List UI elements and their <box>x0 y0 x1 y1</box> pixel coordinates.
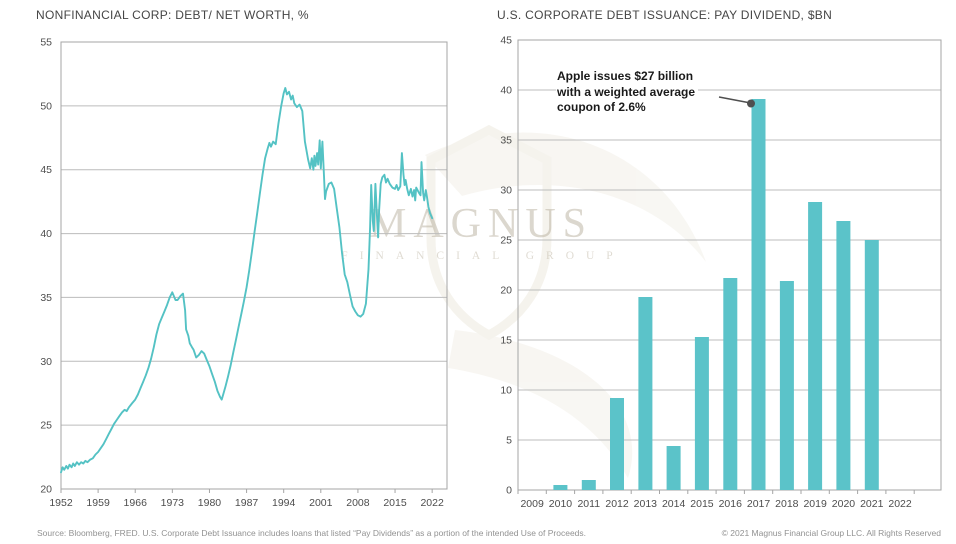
svg-text:1980: 1980 <box>198 497 222 509</box>
svg-text:2012: 2012 <box>605 498 629 510</box>
svg-text:45: 45 <box>40 164 52 176</box>
svg-text:0: 0 <box>506 485 512 497</box>
svg-text:40: 40 <box>40 228 52 240</box>
svg-text:10: 10 <box>500 385 512 397</box>
svg-text:2015: 2015 <box>690 498 714 510</box>
svg-text:35: 35 <box>500 135 512 147</box>
annotation-line-3: coupon of 2.6% <box>557 100 646 114</box>
svg-text:2017: 2017 <box>747 498 771 510</box>
watermark-swoosh-upper <box>425 132 706 262</box>
svg-text:1966: 1966 <box>124 497 148 509</box>
watermark-shield-icon <box>426 124 552 341</box>
annotation-line-2: with a weighted average <box>557 84 696 99</box>
svg-text:1987: 1987 <box>235 497 259 509</box>
svg-text:2018: 2018 <box>775 498 799 510</box>
svg-text:2021: 2021 <box>860 498 884 510</box>
svg-text:15: 15 <box>500 335 512 347</box>
svg-text:2022: 2022 <box>420 497 444 509</box>
apple-issuance-annotation: Apple issues $27 billion with a weighted… <box>556 68 699 118</box>
svg-text:40: 40 <box>500 85 512 97</box>
footer: Source: Bloomberg, FRED. U.S. Corporate … <box>0 528 956 542</box>
svg-text:1959: 1959 <box>86 497 110 509</box>
svg-text:2010: 2010 <box>549 498 573 510</box>
svg-text:30: 30 <box>40 356 52 368</box>
svg-text:1952: 1952 <box>49 497 73 509</box>
annotation-line-1: Apple issues $27 billion <box>557 69 694 83</box>
svg-text:2019: 2019 <box>803 498 827 510</box>
svg-text:30: 30 <box>500 185 512 197</box>
svg-text:2020: 2020 <box>832 498 856 510</box>
svg-text:2013: 2013 <box>634 498 658 510</box>
svg-text:25: 25 <box>500 235 512 247</box>
watermark-subbrand: FINANCIAL GROUP <box>341 250 624 262</box>
svg-text:1973: 1973 <box>161 497 185 509</box>
watermark-swoosh-lower <box>448 330 633 478</box>
svg-text:35: 35 <box>40 292 52 304</box>
left-chart-title: NONFINANCIAL CORP: DEBT/ NET WORTH, % <box>36 8 309 22</box>
svg-text:55: 55 <box>40 37 52 49</box>
svg-text:20: 20 <box>40 484 52 496</box>
svg-text:2014: 2014 <box>662 498 686 510</box>
svg-text:2008: 2008 <box>346 497 370 509</box>
source-note: Source: Bloomberg, FRED. U.S. Corporate … <box>37 528 587 538</box>
svg-text:2009: 2009 <box>520 498 544 510</box>
svg-text:2001: 2001 <box>309 497 333 509</box>
svg-text:2022: 2022 <box>888 498 912 510</box>
svg-text:5: 5 <box>506 435 512 447</box>
svg-text:25: 25 <box>40 420 52 432</box>
svg-text:1994: 1994 <box>272 497 296 509</box>
svg-text:2011: 2011 <box>577 498 600 510</box>
svg-text:50: 50 <box>40 100 52 112</box>
svg-text:2016: 2016 <box>719 498 743 510</box>
svg-text:45: 45 <box>500 35 512 47</box>
svg-text:20: 20 <box>500 285 512 297</box>
watermark-brand: MAGNUS <box>369 201 593 247</box>
right-chart-title: U.S. CORPORATE DEBT ISSUANCE: PAY DIVIDE… <box>497 8 833 22</box>
svg-text:2015: 2015 <box>383 497 407 509</box>
copyright-note: © 2021 Magnus Financial Group LLC. All R… <box>721 528 941 538</box>
